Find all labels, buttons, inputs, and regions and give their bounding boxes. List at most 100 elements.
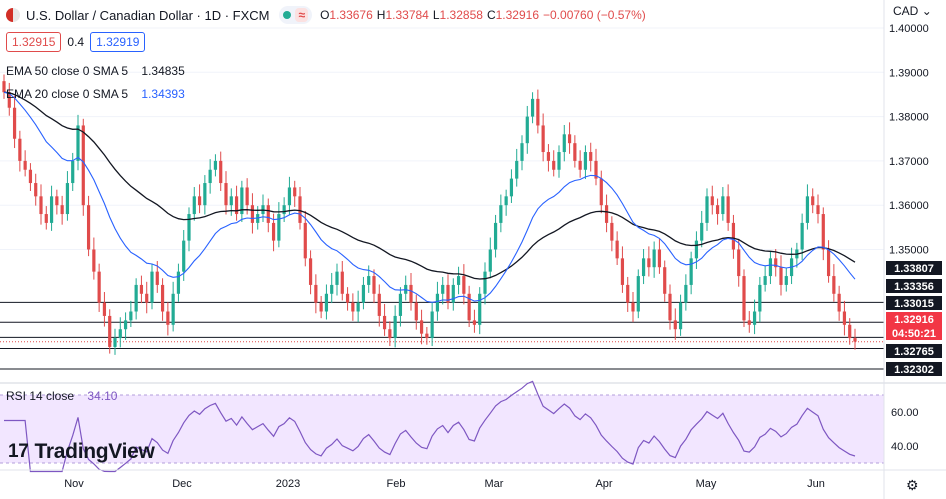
rsi-line (4, 380, 856, 473)
candle-body (208, 169, 212, 184)
candle-body (546, 152, 551, 161)
candle-body (530, 98, 535, 117)
candle-body (493, 222, 498, 250)
candle-body (689, 258, 693, 285)
chart-header: U.S. Dollar / Canadian Dollar · 1D · FXC… (0, 4, 650, 26)
candle-body (298, 196, 302, 223)
candle-body (372, 276, 376, 294)
candle-body (213, 160, 218, 170)
candle-body (615, 240, 619, 259)
ohlc-value: 1.33676 (329, 8, 373, 22)
ema20-legend[interactable]: EMA 20 close 0 SMA 5 1.34393 (6, 87, 185, 101)
ohlc-key: L (432, 8, 440, 22)
flag-icon (6, 8, 20, 22)
delayed-data-icon: ≈ (295, 8, 309, 22)
candle-body (816, 205, 820, 215)
candle-body (340, 271, 344, 294)
candle-body (219, 160, 223, 184)
candle-body (287, 187, 292, 206)
candle-body (668, 293, 672, 321)
candle-body (451, 284, 455, 303)
currency-selector[interactable]: CAD ⌄ (893, 4, 932, 18)
sell-button[interactable]: 1.32915 (6, 32, 62, 52)
market-open-icon (283, 11, 292, 19)
candle-body (324, 293, 329, 312)
level-label-bg (886, 261, 942, 275)
chevron-down-icon: ⌄ (921, 4, 932, 18)
candle-body (446, 284, 450, 303)
currency-label: CAD (893, 4, 919, 18)
candle-body (171, 293, 175, 325)
buy-button[interactable]: 1.32919 (90, 32, 146, 52)
level-label: 1.33015 (894, 298, 934, 310)
candle-body (123, 320, 128, 330)
horizontal-levels (0, 301, 884, 370)
candle-body (752, 311, 757, 325)
ema50-value: 1.34835 (141, 64, 185, 78)
candle-body (737, 249, 741, 277)
market-status[interactable]: ≈ (279, 6, 313, 24)
candle-body (139, 284, 144, 294)
candle-body (182, 240, 186, 272)
candle-body (155, 271, 159, 285)
candle-body (7, 92, 11, 108)
candle-body (636, 276, 640, 312)
bid-ask-panel: 1.32915 0.4 1.32919 (6, 32, 146, 52)
price-tick: 1.40000 (889, 23, 929, 35)
level-label: 1.32916 (894, 314, 934, 326)
candle-body (160, 284, 165, 312)
candle-body (308, 258, 313, 285)
candle-body (705, 196, 709, 223)
level-label-bg (886, 326, 942, 340)
price-tick: 1.38000 (889, 112, 929, 124)
candle-body (245, 187, 249, 206)
gear-icon[interactable]: ⚙ (906, 477, 919, 493)
ema20-label: EMA 20 close 0 SMA 5 (6, 87, 129, 101)
candle-body (758, 284, 762, 312)
candle-body (620, 258, 625, 285)
symbol-title[interactable]: U.S. Dollar / Canadian Dollar · 1D · FXC… (26, 7, 270, 23)
candle-body (504, 196, 508, 206)
candle-body (583, 152, 588, 170)
candle-body (271, 222, 276, 241)
ema50-legend[interactable]: EMA 50 close 0 SMA 5 1.34835 (6, 64, 185, 78)
candle-body (345, 293, 350, 303)
candle-body (652, 249, 656, 268)
candle-body (811, 196, 815, 206)
candle-body (525, 116, 529, 144)
level-label-bg (886, 362, 942, 376)
tradingview-logo[interactable]: 17 TradingView (8, 440, 155, 464)
level-label: 1.32302 (894, 364, 934, 376)
candle-body (832, 276, 836, 294)
rsi-tick: 60.00 (891, 407, 919, 419)
candle-body (81, 125, 85, 206)
ema50-label: EMA 50 close 0 SMA 5 (6, 64, 129, 78)
level-label: 1.33807 (894, 263, 934, 275)
level-label-bg (886, 279, 942, 293)
candle-body (49, 196, 54, 223)
candle-body (567, 134, 572, 144)
candle-body (557, 152, 561, 170)
candle-body (499, 205, 503, 223)
rsi-legend[interactable]: RSI 14 close 34.10 (6, 389, 117, 403)
candle-body (382, 315, 387, 330)
candle-body (277, 214, 281, 241)
candle-body (234, 196, 239, 215)
level-labels: 1.33807 1.33356 1.33015 1.32916 04:50:21 1.32… (886, 261, 942, 376)
price-tick: 1.35000 (889, 244, 929, 256)
candle-body (715, 205, 720, 215)
candle-body (742, 276, 746, 321)
ohlc-value: 1.32858 (439, 8, 483, 22)
candle-body (398, 293, 403, 316)
candle-body (18, 138, 22, 161)
level-label-bg (886, 296, 942, 310)
candle-body (102, 302, 107, 316)
candle-body (663, 267, 667, 294)
candle-body (224, 183, 228, 206)
level-label-bg (886, 312, 942, 326)
level-label: 1.32765 (894, 346, 934, 358)
candle-body (414, 302, 418, 321)
candle-body (721, 196, 725, 215)
candle-body (351, 302, 355, 312)
